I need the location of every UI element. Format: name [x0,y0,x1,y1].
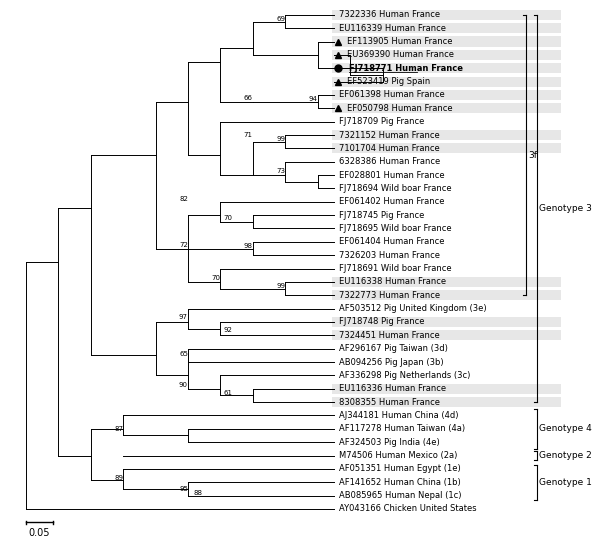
Text: 66: 66 [244,95,253,101]
FancyBboxPatch shape [332,317,600,327]
FancyBboxPatch shape [332,90,600,100]
Text: AY043166 Chicken United States: AY043166 Chicken United States [340,504,477,514]
Text: 94: 94 [309,96,318,102]
Text: 89: 89 [114,475,123,481]
Text: 72: 72 [179,242,188,248]
Text: FJ718748 Pig France: FJ718748 Pig France [340,318,425,326]
Text: 61: 61 [223,390,232,395]
Text: 7322336 Human France: 7322336 Human France [340,10,440,20]
FancyBboxPatch shape [332,103,600,113]
Text: Genotype 2: Genotype 2 [539,451,592,460]
FancyBboxPatch shape [332,143,600,153]
Text: Genotype 4: Genotype 4 [539,424,592,434]
FancyBboxPatch shape [332,50,600,60]
Text: FJ718694 Wild boar France: FJ718694 Wild boar France [340,184,452,193]
Text: 6328386 Human France: 6328386 Human France [340,157,440,166]
FancyBboxPatch shape [332,36,600,47]
Text: 7326203 Human France: 7326203 Human France [340,251,440,259]
Text: 71: 71 [244,132,253,138]
Text: EU116338 Human France: EU116338 Human France [340,277,446,286]
Text: 65: 65 [179,351,188,357]
Text: AF336298 Pig Netherlands (3c): AF336298 Pig Netherlands (3c) [340,371,471,380]
FancyBboxPatch shape [332,23,600,33]
Text: 73: 73 [276,168,285,174]
FancyBboxPatch shape [332,10,600,20]
Text: EF061402 Human France: EF061402 Human France [340,197,445,206]
Text: AF296167 Pig Taiwan (3d): AF296167 Pig Taiwan (3d) [340,344,448,353]
Text: FJ718691 Wild boar France: FJ718691 Wild boar France [340,264,452,273]
Text: 0.05: 0.05 [29,528,50,538]
Text: 82: 82 [179,196,188,202]
Text: FJ718771 Human France: FJ718771 Human France [349,64,463,73]
Text: AJ344181 Human China (4d): AJ344181 Human China (4d) [340,411,459,420]
Text: EU116339 Human France: EU116339 Human France [340,24,446,33]
Text: AF117278 Human Taiwan (4a): AF117278 Human Taiwan (4a) [340,424,466,434]
Text: Genotype 1: Genotype 1 [539,478,592,487]
FancyBboxPatch shape [332,77,600,86]
Text: AF503512 Pig United Kingdom (3e): AF503512 Pig United Kingdom (3e) [340,304,487,313]
FancyBboxPatch shape [332,397,600,407]
Text: 88: 88 [193,490,202,496]
FancyBboxPatch shape [332,130,600,140]
Text: 95: 95 [179,486,188,492]
Text: 97: 97 [179,314,188,320]
FancyBboxPatch shape [332,330,600,341]
Text: M74506 Human Mexico (2a): M74506 Human Mexico (2a) [340,451,458,460]
Text: EF061404 Human France: EF061404 Human France [340,237,445,246]
FancyBboxPatch shape [332,63,600,73]
Text: EF028801 Human France: EF028801 Human France [340,171,445,180]
Text: AF324503 Pig India (4e): AF324503 Pig India (4e) [340,438,440,447]
Text: 70: 70 [223,215,232,221]
Text: 92: 92 [223,327,232,333]
Text: EF523419 Pig Spain: EF523419 Pig Spain [347,77,431,86]
Text: FJ718745 Pig France: FJ718745 Pig France [340,211,425,220]
FancyBboxPatch shape [332,290,600,300]
Text: 8308355 Human France: 8308355 Human France [340,398,440,406]
Text: EU369390 Human France: EU369390 Human France [347,51,454,59]
Text: 90: 90 [179,382,188,388]
Text: FJ718695 Wild boar France: FJ718695 Wild boar France [340,224,452,233]
Text: AF051351 Human Egypt (1e): AF051351 Human Egypt (1e) [340,465,461,473]
Text: EF061398 Human France: EF061398 Human France [340,90,445,100]
Text: 69: 69 [276,16,285,22]
Text: 7321152 Human France: 7321152 Human France [340,131,440,139]
Text: 87: 87 [114,426,123,432]
Text: 3f: 3f [529,151,538,159]
Text: 99: 99 [276,136,285,142]
Text: EF050798 Human France: EF050798 Human France [347,104,453,113]
Text: 7322773 Human France: 7322773 Human France [340,290,440,300]
Text: AB094256 Pig Japan (3b): AB094256 Pig Japan (3b) [340,357,444,367]
Text: 70: 70 [211,275,220,281]
Text: FJ718709 Pig France: FJ718709 Pig France [340,117,425,126]
Text: Genotype 3: Genotype 3 [539,204,592,213]
Text: 7101704 Human France: 7101704 Human France [340,144,440,153]
Text: EU116336 Human France: EU116336 Human France [340,384,446,393]
Text: 98: 98 [244,243,253,249]
FancyBboxPatch shape [332,277,600,287]
Text: 7324451 Human France: 7324451 Human France [340,331,440,340]
Text: 99: 99 [276,283,285,289]
FancyBboxPatch shape [332,384,600,394]
Text: AF141652 Human China (1b): AF141652 Human China (1b) [340,478,461,487]
Text: AB085965 Human Nepal (1c): AB085965 Human Nepal (1c) [340,491,462,500]
Text: EF113905 Human France: EF113905 Human France [347,37,453,46]
